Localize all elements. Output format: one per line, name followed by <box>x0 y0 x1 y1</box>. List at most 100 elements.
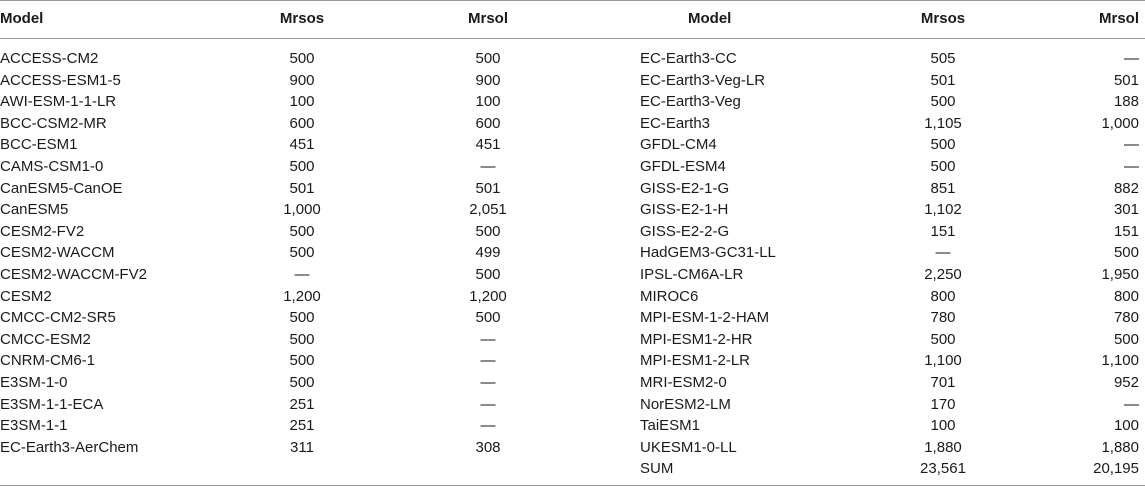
right-row-model: EC-Earth3 <box>640 115 711 132</box>
left-row-model: ACCESS-CM2 <box>0 50 99 67</box>
right-row-mrsol: 882 <box>1113 180 1139 197</box>
right-row-model: MPI-ESM1-2-HR <box>640 331 753 348</box>
header-mrsos-right: Mrsos <box>920 10 966 27</box>
right-row-mrsol: 1,950 <box>1101 266 1139 283</box>
left-row-mrsos: 501 <box>289 180 315 197</box>
right-row-mrsol: 151 <box>1113 223 1139 240</box>
left-row-mrsol: 500 <box>475 309 501 326</box>
left-row-model: CAMS-CSM1-0 <box>0 158 104 175</box>
right-row-mrsos: 500 <box>930 158 956 175</box>
left-row-mrsol: 500 <box>475 223 501 240</box>
right-row-mrsol: 100 <box>1113 417 1139 434</box>
right-row-mrsos: 800 <box>930 288 956 305</box>
right-row-mrsol: 952 <box>1113 374 1139 391</box>
right-row-model: UKESM1-0-LL <box>640 439 737 456</box>
right-row-mrsos: 701 <box>930 374 956 391</box>
left-row-mrsos: 451 <box>289 136 315 153</box>
right-row-model: GISS-E2-1-H <box>640 201 729 218</box>
right-row-mrsol: 800 <box>1113 288 1139 305</box>
left-row-mrsol: 500 <box>475 266 501 283</box>
right-row-mrsos: 500 <box>930 331 956 348</box>
table-header-rule <box>0 38 1145 39</box>
left-row-model: CNRM-CM6-1 <box>0 352 95 369</box>
right-row-model: MRI-ESM2-0 <box>640 374 727 391</box>
left-row-mrsol: 900 <box>475 72 501 89</box>
left-row-model: CanESM5 <box>0 201 69 218</box>
left-row-mrsol: — <box>480 374 496 391</box>
left-row-model: ACCESS-ESM1-5 <box>0 72 121 89</box>
left-row-mrsos: 900 <box>289 72 315 89</box>
right-row-model: HadGEM3-GC31-LL <box>640 244 776 261</box>
left-row-model: E3SM-1-0 <box>0 374 68 391</box>
right-row-mrsos: 100 <box>930 417 956 434</box>
table-bottom-rule <box>0 485 1145 486</box>
left-row-mrsol: 1,200 <box>469 288 507 305</box>
left-row-model: CESM2-WACCM-FV2 <box>0 266 147 283</box>
right-row-mrsol: 1,880 <box>1101 439 1139 456</box>
right-row-mrsol: 20,195 <box>1093 460 1139 477</box>
left-row-model: E3SM-1-1 <box>0 417 68 434</box>
left-row-mrsos: 100 <box>289 93 315 110</box>
right-row-mrsos: 1,105 <box>924 115 962 132</box>
left-row-model: AWI-ESM-1-1-LR <box>0 93 117 110</box>
left-row-mrsol: 2,051 <box>469 201 507 218</box>
left-row-mrsos: 251 <box>289 396 315 413</box>
right-row-model: NorESM2-LM <box>640 396 731 413</box>
left-row-mrsol: 100 <box>475 93 501 110</box>
right-row-model: MIROC6 <box>640 288 699 305</box>
right-row-mrsol: — <box>1124 50 1139 67</box>
left-row-mrsol: — <box>480 158 496 175</box>
right-row-model: TaiESM1 <box>640 417 701 434</box>
right-row-mrsol: 780 <box>1113 309 1139 326</box>
header-mrsol-left: Mrsol <box>467 10 508 27</box>
left-row-mrsol: — <box>480 352 496 369</box>
left-row-mrsos: 500 <box>289 309 315 326</box>
right-row-mrsol: — <box>1124 158 1139 175</box>
right-row-model: GFDL-ESM4 <box>640 158 726 175</box>
right-row-mrsol: — <box>1124 396 1139 413</box>
right-row-mrsos: 505 <box>930 50 956 67</box>
left-row-mrsos: 500 <box>289 223 315 240</box>
right-row-mrsol: 301 <box>1113 201 1139 218</box>
right-row-mrsos: — <box>935 244 951 261</box>
right-row-model: MPI-ESM-1-2-HAM <box>640 309 770 326</box>
right-row-mrsos: 1,102 <box>924 201 962 218</box>
left-row-model: CESM2-FV2 <box>0 223 85 240</box>
right-row-model: GISS-E2-2-G <box>640 223 730 240</box>
left-row-mrsos: 500 <box>289 331 315 348</box>
left-row-mrsol: 308 <box>475 439 501 456</box>
left-row-model: EC-Earth3-AerChem <box>0 439 139 456</box>
header-model-right: Model <box>688 10 732 27</box>
left-row-mrsos: 251 <box>289 417 315 434</box>
left-row-mrsos: 600 <box>289 115 315 132</box>
right-row-mrsos: 1,100 <box>924 352 962 369</box>
right-row-model: EC-Earth3-Veg-LR <box>640 72 766 89</box>
right-row-model: MPI-ESM1-2-LR <box>640 352 751 369</box>
left-row-mrsos: 1,200 <box>283 288 321 305</box>
header-model-left: Model <box>0 10 44 27</box>
right-row-mrsol: 500 <box>1113 244 1139 261</box>
right-row-mrsos: 1,880 <box>924 439 962 456</box>
right-row-mrsos: 500 <box>930 93 956 110</box>
left-row-mrsol: — <box>480 417 496 434</box>
left-row-model: CESM2 <box>0 288 52 305</box>
left-row-mrsol: 501 <box>475 180 501 197</box>
right-row-mrsos: 170 <box>930 396 956 413</box>
right-row-mrsos: 2,250 <box>924 266 962 283</box>
left-row-mrsol: 451 <box>475 136 501 153</box>
left-row-mrsol: — <box>480 396 496 413</box>
header-mrsos-left: Mrsos <box>279 10 325 27</box>
left-row-mrsos: — <box>294 266 310 283</box>
right-row-mrsos: 501 <box>930 72 956 89</box>
left-row-mrsos: 311 <box>290 439 314 456</box>
left-row-model: CMCC-CM2-SR5 <box>0 309 116 326</box>
right-row-mrsos: 151 <box>930 223 956 240</box>
left-row-model: BCC-CSM2-MR <box>0 115 107 132</box>
right-row-mrsol: 1,100 <box>1101 352 1139 369</box>
left-row-mrsol: — <box>480 331 496 348</box>
left-row-mrsos: 500 <box>289 50 315 67</box>
right-row-mrsol: — <box>1124 136 1139 153</box>
left-row-mrsol: 500 <box>475 50 501 67</box>
right-row-mrsos: 500 <box>930 136 956 153</box>
left-row-model: E3SM-1-1-ECA <box>0 396 104 413</box>
